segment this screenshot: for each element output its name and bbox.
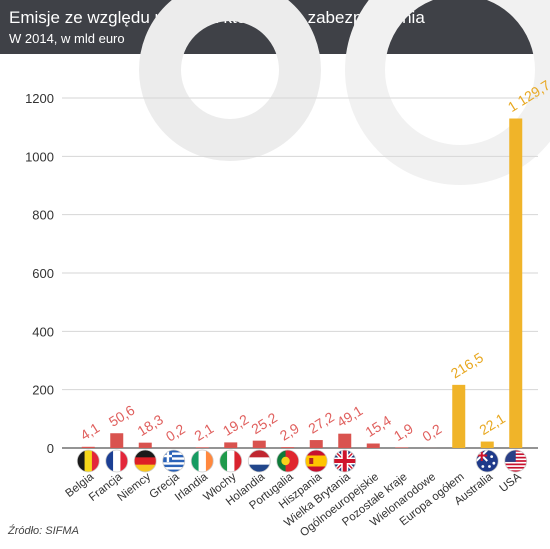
y-tick-label: 0 — [47, 441, 54, 456]
value-label: 216,5 — [448, 349, 486, 381]
value-label: 19,2 — [220, 411, 252, 439]
bar — [509, 118, 523, 449]
spain-flag — [305, 450, 328, 472]
portugal-flag — [276, 450, 299, 472]
value-label: 27,2 — [305, 408, 337, 436]
value-label: 15,4 — [362, 412, 394, 440]
bars — [81, 118, 523, 449]
bar — [366, 443, 380, 448]
value-label: 25,2 — [248, 409, 280, 437]
uk-flag — [333, 450, 356, 472]
italy-flag — [219, 450, 242, 472]
flags — [76, 449, 528, 473]
bar — [138, 442, 152, 448]
bar — [110, 433, 124, 448]
bar — [395, 447, 409, 448]
value-label: 0,2 — [419, 420, 444, 444]
value-label: 49,1 — [334, 402, 366, 430]
value-label: 18,3 — [134, 411, 166, 439]
grid-lines — [62, 97, 538, 449]
bar — [252, 440, 266, 448]
chart-subtitle: W 2014, w mld euro — [9, 31, 125, 46]
ireland-flag — [191, 450, 214, 472]
netherlands-flag — [248, 450, 271, 472]
watermark-ring — [139, 0, 321, 161]
value-label: 2,9 — [277, 420, 302, 444]
y-tick-label: 800 — [32, 208, 54, 223]
category-labels: BelgiaFrancjaNiemcyGrecjaIrlandiaWłochyH… — [64, 471, 524, 540]
usa-flag — [504, 450, 527, 472]
y-tick-label: 1200 — [25, 91, 54, 106]
bar — [195, 447, 209, 448]
bar — [81, 446, 95, 448]
bar — [480, 441, 494, 448]
bar — [452, 384, 466, 448]
bar — [309, 440, 323, 448]
watermark-ring — [345, 0, 550, 185]
y-tick-label: 400 — [32, 324, 54, 339]
bar — [338, 433, 352, 448]
bar — [281, 447, 295, 448]
value-label: 22,1 — [476, 410, 508, 438]
value-label: 4,1 — [77, 419, 102, 443]
category-label: Niemcy — [115, 471, 153, 504]
germany-flag — [134, 450, 157, 472]
watermark-logo — [139, 0, 550, 185]
value-label: 0,2 — [163, 420, 188, 444]
value-label: 50,6 — [106, 402, 138, 430]
y-axis: 0 200 400 600 800 1000 1200 — [25, 91, 54, 456]
y-tick-label: 1000 — [25, 149, 54, 164]
australia-flag — [476, 450, 499, 472]
source-note: Źródło: SIFMA — [8, 525, 79, 537]
belgium-flag — [77, 450, 100, 472]
bar — [224, 442, 238, 448]
greece-flag — [162, 450, 185, 472]
y-tick-label: 200 — [32, 383, 54, 398]
value-label: 2,1 — [191, 420, 216, 444]
category-label: USA — [498, 471, 524, 495]
france-flag — [105, 450, 128, 472]
y-tick-label: 600 — [32, 266, 54, 281]
value-label: 1,9 — [391, 420, 416, 444]
